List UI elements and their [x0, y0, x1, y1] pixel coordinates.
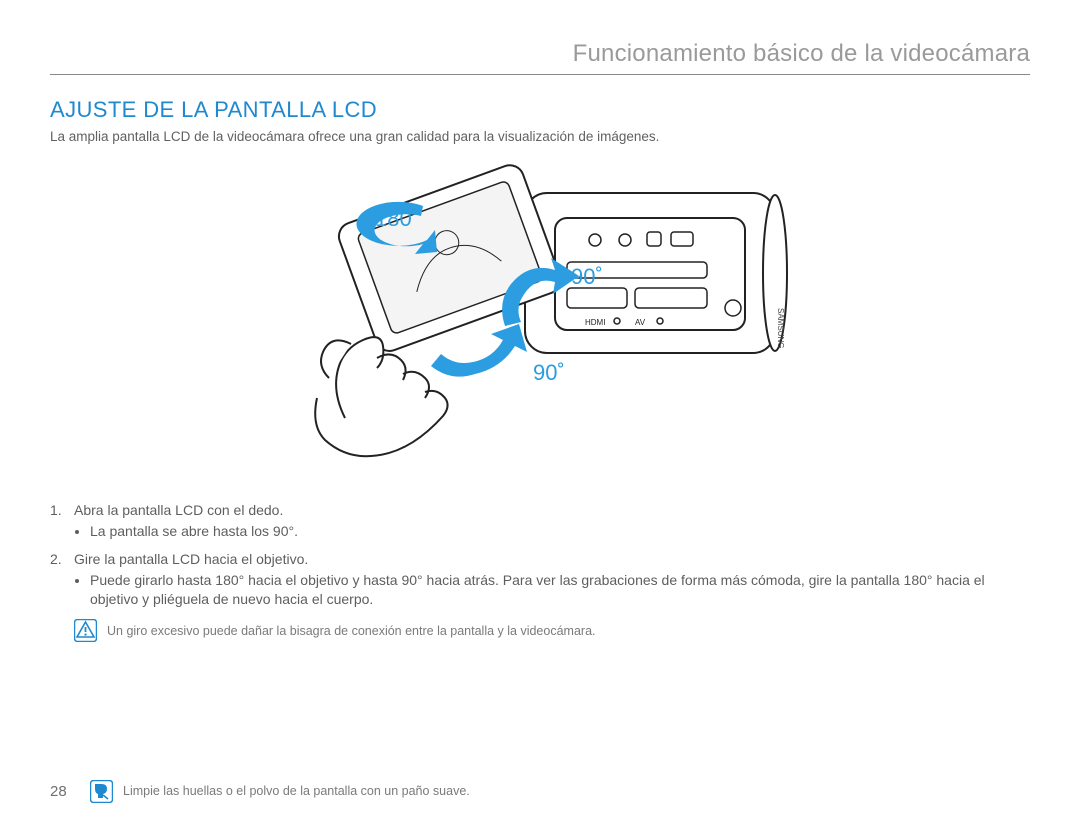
tip-text: Limpie las huellas o el polvo de la pant…	[123, 782, 470, 801]
step-sub: La pantalla se abre hasta los 90°.	[90, 522, 1030, 541]
warning-note: Un giro excesivo puede dañar la bisagra …	[74, 619, 1030, 642]
tip-icon	[90, 780, 113, 803]
page-footer: 28 Limpie las huellas o el polvo de la p…	[0, 780, 1080, 803]
manual-page: Funcionamiento básico de la videocámara …	[0, 0, 1080, 827]
warning-text: Un giro excesivo puede dañar la bisagra …	[107, 619, 596, 641]
step-number: 2.	[50, 551, 68, 567]
chapter-title: Funcionamiento básico de la videocámara	[50, 40, 1030, 74]
step-1: 1. Abra la pantalla LCD con el dedo. La …	[50, 502, 1030, 543]
angle-label-180: 180˚	[375, 206, 419, 231]
camcorder-illustration: HDMI AV SAMSUNG	[255, 158, 825, 478]
step-number: 1.	[50, 502, 68, 518]
svg-text:AV: AV	[635, 318, 646, 327]
brand-text: SAMSUNG	[776, 308, 785, 348]
lcd-adjust-figure: HDMI AV SAMSUNG	[50, 158, 1030, 478]
svg-text:HDMI: HDMI	[585, 318, 605, 327]
step-sub: Puede girarlo hasta 180° hacia el objeti…	[90, 571, 1030, 609]
section-title: AJUSTE DE LA PANTALLA LCD	[50, 97, 1030, 123]
angle-label-90-bottom: 90˚	[533, 360, 565, 385]
intro-paragraph: La amplia pantalla LCD de la videocámara…	[50, 129, 1030, 144]
divider	[50, 74, 1030, 75]
step-lead: Gire la pantalla LCD hacia el objetivo.	[74, 551, 1030, 567]
warning-icon	[74, 619, 97, 642]
page-number: 28	[50, 783, 74, 800]
steps-list: 1. Abra la pantalla LCD con el dedo. La …	[50, 502, 1030, 611]
tip-note: Limpie las huellas o el polvo de la pant…	[90, 780, 470, 803]
step-lead: Abra la pantalla LCD con el dedo.	[74, 502, 1030, 518]
angle-label-90-mid: 90˚	[571, 264, 603, 289]
step-2: 2. Gire la pantalla LCD hacia el objetiv…	[50, 551, 1030, 611]
